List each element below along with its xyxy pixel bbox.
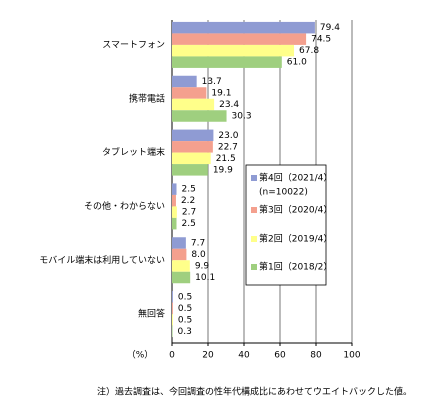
value-label: 19.9 <box>213 165 233 175</box>
legend-label: 第2回（2019/4） <box>259 233 332 245</box>
value-label: 2.7 <box>182 208 196 218</box>
value-label: 19.1 <box>211 89 231 99</box>
value-label: 13.7 <box>202 77 222 87</box>
category-label: 携帯電話 <box>129 92 165 104</box>
value-label: 0.5 <box>178 304 192 314</box>
legend-label: 第4回（2021/4） <box>259 172 332 184</box>
bar <box>172 152 211 165</box>
x-axis-label: （%） <box>127 350 154 361</box>
value-label: 74.5 <box>311 35 331 45</box>
x-tick-label: 100 <box>343 351 360 361</box>
bar <box>172 56 282 68</box>
category-label: スマートフォン <box>102 40 165 50</box>
bar <box>172 164 208 176</box>
bar <box>172 183 177 195</box>
value-label: 9.9 <box>195 262 210 272</box>
value-label: 79.4 <box>320 23 340 33</box>
legend-box <box>245 164 327 286</box>
value-label: 23.0 <box>218 131 238 141</box>
bar <box>172 302 173 315</box>
bar <box>172 98 215 111</box>
bar <box>172 237 186 249</box>
bar <box>172 87 207 99</box>
value-label: 7.7 <box>191 239 205 249</box>
bar <box>172 248 187 261</box>
category-label: 無回答 <box>138 308 165 320</box>
legend-swatch <box>251 236 257 242</box>
bar <box>172 314 173 326</box>
footnote: 注）過去調査は、今回調査の性年代構成比にあわせてウエイトバックした値。 <box>97 386 412 398</box>
value-label: 22.7 <box>218 142 238 152</box>
bar <box>172 206 177 218</box>
bar <box>172 194 176 207</box>
legend-label: 第1回（2018/2） <box>259 261 332 273</box>
category-label: モバイル端末は利用していない <box>39 254 165 266</box>
category-label: タブレット端末 <box>102 146 165 158</box>
value-label: 67.8 <box>299 46 319 56</box>
value-label: 0.5 <box>178 315 192 325</box>
value-label: 8.0 <box>191 250 206 260</box>
bar <box>172 260 190 272</box>
value-label: 61.0 <box>287 58 307 68</box>
bar <box>172 271 191 284</box>
x-tick-label: 80 <box>310 351 322 361</box>
value-label: 2.5 <box>182 185 196 195</box>
value-label: 23.4 <box>219 100 239 110</box>
x-tick-label: 60 <box>274 351 286 361</box>
value-label: 10.1 <box>195 273 215 283</box>
value-label: 30.3 <box>232 112 252 122</box>
x-tick-label: 40 <box>238 351 250 361</box>
legend-swatch <box>251 264 257 270</box>
legend-swatch <box>251 175 257 181</box>
value-label: 21.5 <box>216 154 236 164</box>
bar <box>172 217 177 230</box>
bar <box>172 141 213 153</box>
legend-label: 第3回（2020/4） <box>259 204 332 216</box>
value-label: 0.5 <box>178 292 192 302</box>
x-tick-label: 20 <box>202 351 214 361</box>
category-label: その他・わからない <box>84 200 165 212</box>
bar <box>172 44 295 57</box>
x-tick-label: 0 <box>169 351 175 361</box>
value-label: 2.2 <box>181 196 195 206</box>
value-label: 2.5 <box>182 219 196 229</box>
bar <box>172 75 197 88</box>
value-label: 0.3 <box>178 327 192 337</box>
legend-note: (n=10022) <box>259 188 308 198</box>
bar <box>172 325 173 338</box>
bar <box>172 33 307 45</box>
bar <box>172 291 173 303</box>
bar <box>172 110 227 122</box>
legend-swatch <box>251 207 257 213</box>
bar <box>172 21 315 34</box>
bar <box>172 129 214 142</box>
